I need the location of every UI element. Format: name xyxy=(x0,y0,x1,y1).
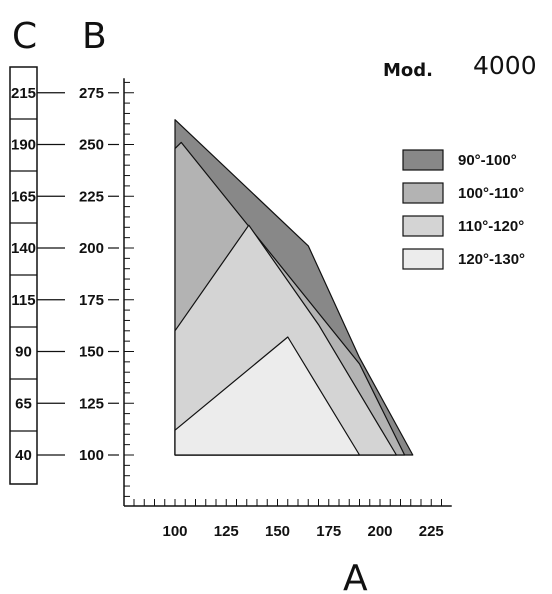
x-tick-label: 200 xyxy=(367,523,392,540)
secondary-tick-label: 40 xyxy=(15,447,32,464)
legend-label: 100°-110° xyxy=(458,185,524,202)
secondary-scale: 215 190 165 140 115 90 65 40 xyxy=(9,66,65,485)
secondary-tick-label: 90 xyxy=(15,344,32,361)
y-tick-label: 150 xyxy=(79,344,104,361)
x-tick-label: 100 xyxy=(162,523,187,540)
y-tick-label: 175 xyxy=(79,292,104,309)
y-tick-label: 250 xyxy=(79,137,104,154)
axes: 100 125 150 175 200 225 250 275 100 125 150 175 200 2… xyxy=(79,78,452,540)
y-tick-label: 225 xyxy=(79,188,104,205)
legend-swatch xyxy=(402,182,444,204)
legend-label: 120°-130° xyxy=(458,251,525,268)
model-label: Mod. xyxy=(383,60,433,81)
model-value: 4000 xyxy=(473,51,537,80)
legend-swatch xyxy=(402,248,444,270)
x-axis-letter: A xyxy=(343,558,368,594)
plot-areas xyxy=(174,119,414,456)
y-tick-label: 275 xyxy=(79,85,104,102)
secondary-tick-label: 140 xyxy=(11,240,36,257)
y-tick-label: 125 xyxy=(79,395,104,412)
legend-label: 110°-120° xyxy=(458,218,524,235)
y-tick-label: 100 xyxy=(79,447,104,464)
x-tick-label: 225 xyxy=(419,523,444,540)
x-tick-label: 125 xyxy=(214,523,239,540)
legend-label: 90°-100° xyxy=(458,152,517,169)
y-tick-label: 200 xyxy=(79,240,104,257)
secondary-tick-label: 190 xyxy=(11,137,36,154)
legend-swatch xyxy=(402,215,444,237)
series-area-4 xyxy=(174,336,361,456)
legend-swatch xyxy=(402,149,444,171)
legend: 90°-100° 100°-110° 110°-120° 120°-130° xyxy=(402,149,525,270)
secondary-tick-label: 215 xyxy=(11,85,36,102)
secondary-tick-label: 65 xyxy=(15,395,32,412)
y-axis-letter: B xyxy=(82,16,107,57)
secondary-tick-label: 115 xyxy=(11,292,35,309)
secondary-axis-letter: C xyxy=(12,16,37,57)
x-tick-label: 150 xyxy=(265,523,290,540)
x-tick-label: 175 xyxy=(316,523,341,540)
secondary-tick-label: 165 xyxy=(11,188,36,205)
